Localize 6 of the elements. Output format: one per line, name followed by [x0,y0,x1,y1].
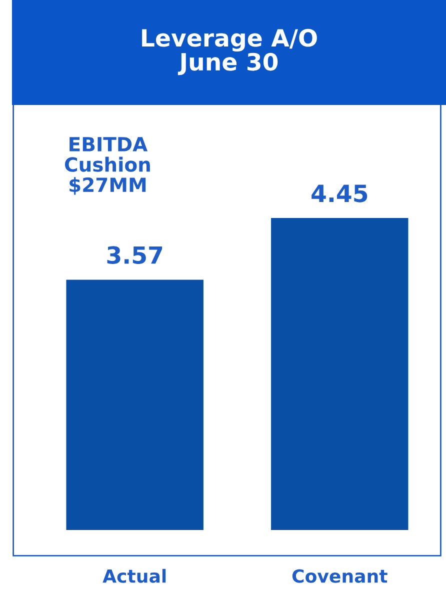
chart-title: Leverage A/O June 30 [142,28,317,76]
text: EBITDA Cushion $27MM [64,137,150,195]
data-label: 4.45 [312,184,368,202]
x-tick-label: Actual [102,568,166,583]
data-label: 3.57 [107,246,162,264]
x-tick-label: Covenant [292,569,388,583]
